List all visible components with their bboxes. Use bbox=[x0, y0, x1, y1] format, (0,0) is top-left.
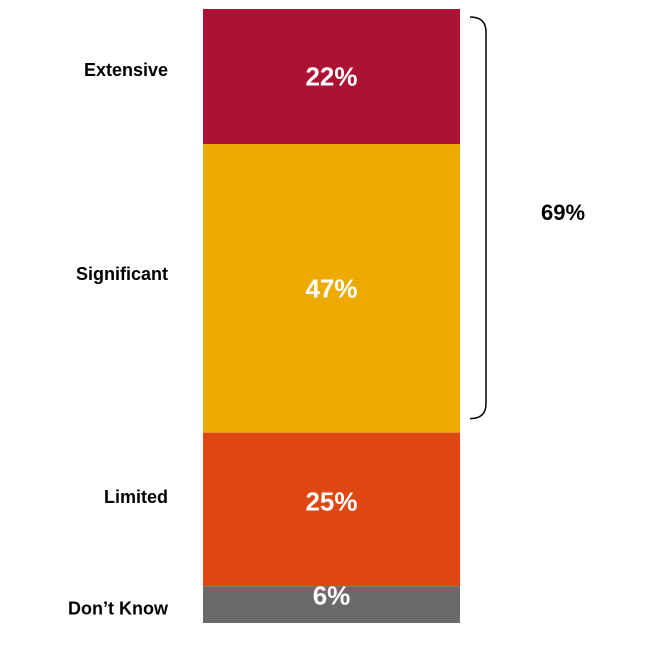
bar-segment-extensive bbox=[203, 9, 460, 145]
value-label-don-t-know: 6% bbox=[313, 581, 351, 611]
value-label-significant: 47% bbox=[305, 273, 357, 303]
bar-segments bbox=[203, 9, 460, 623]
value-labels: 22% 47% 25% 6% bbox=[305, 62, 357, 611]
category-label-significant: Significant bbox=[76, 264, 168, 284]
bar-segment-limited bbox=[203, 432, 460, 587]
bar-segment-significant bbox=[203, 144, 460, 433]
category-label-don-t-know: Don’t Know bbox=[68, 599, 169, 619]
category-label-limited: Limited bbox=[104, 487, 168, 507]
category-labels: Extensive Significant Limited Don’t Know bbox=[68, 60, 169, 619]
group-bracket bbox=[469, 16, 487, 420]
category-label-extensive: Extensive bbox=[84, 60, 168, 80]
value-label-extensive: 22% bbox=[305, 62, 357, 92]
group-total-label: 69% bbox=[541, 200, 585, 225]
value-label-limited: 25% bbox=[305, 487, 357, 517]
bar-segment-don-t-know bbox=[203, 586, 460, 623]
